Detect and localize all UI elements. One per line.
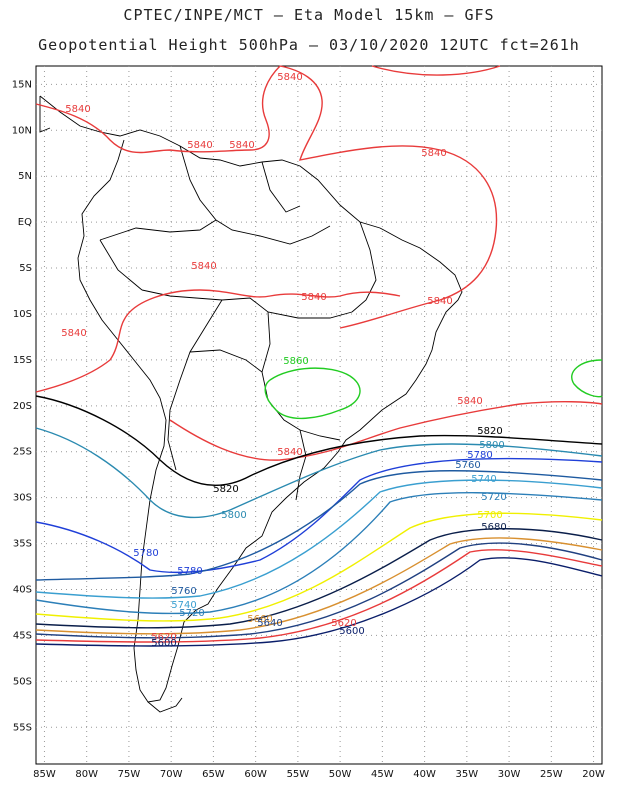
graticule — [36, 66, 602, 764]
contour-label-5840: 5840 — [229, 140, 254, 151]
contour-5800 — [35, 427, 603, 519]
contour-label-5600: 5600 — [151, 638, 176, 649]
chart-title-line1: CPTEC/INPE/MCT – Eta Model 15km – GFS — [123, 6, 495, 24]
lat-tick-label: 30S — [13, 493, 32, 504]
lon-tick-label: 20W — [582, 769, 605, 780]
lon-tick-label: 80W — [75, 769, 98, 780]
contour-label-5860: 5860 — [283, 356, 308, 367]
contour-5840 — [371, 65, 501, 76]
contour-label-5600: 5600 — [339, 626, 364, 637]
contour-label-5660: 5660 — [247, 614, 272, 625]
lat-tick-label: 25S — [13, 447, 32, 458]
contour-label-5640: 5640 — [257, 618, 282, 629]
lon-tick-label: 45W — [371, 769, 394, 780]
lat-tick-label: 10S — [13, 309, 32, 320]
lat-tick-label: 55S — [13, 722, 32, 733]
lon-tick-label: 65W — [202, 769, 225, 780]
contour-5700 — [35, 512, 603, 622]
contour-label-5740: 5740 — [171, 600, 196, 611]
contour-label-5840: 5840 — [301, 292, 326, 303]
lon-tick-label: 85W — [33, 769, 56, 780]
contour-5840 — [35, 289, 401, 393]
contour-label-5840: 5840 — [65, 104, 90, 115]
lat-tick-label: 35S — [13, 539, 32, 550]
lon-tick-label: 25W — [540, 769, 563, 780]
lon-tick-label: 40W — [413, 769, 436, 780]
contour-5720 — [35, 492, 603, 615]
contour-5860 — [571, 359, 603, 398]
contour-label-5800: 5800 — [221, 510, 246, 521]
lon-tick-label: 60W — [244, 769, 267, 780]
contour-label-5720: 5720 — [481, 492, 506, 503]
contour-label-5840: 5840 — [421, 148, 446, 159]
lon-tick-label: 70W — [160, 769, 183, 780]
contour-label-5840: 5840 — [277, 72, 302, 83]
contour-5860 — [264, 367, 361, 420]
lon-tick-label: 35W — [456, 769, 479, 780]
chart-title-line2: Geopotential Height 500hPa – 03/10/2020 … — [38, 36, 580, 54]
contour-5820 — [35, 395, 603, 487]
contour-label-5780: 5780 — [177, 566, 202, 577]
lat-tick-label: 15N — [12, 79, 32, 90]
contour-5600 — [35, 557, 603, 647]
lat-tick-label: 40S — [13, 585, 32, 596]
contour-5640 — [35, 542, 603, 639]
contour-5840 — [279, 65, 498, 329]
lat-tick-label: 10N — [12, 125, 32, 136]
lat-tick-label: 5S — [19, 263, 32, 274]
map-frame — [35, 65, 603, 765]
contour-label-5740: 5740 — [471, 474, 496, 485]
contour-label-5800: 5800 — [479, 440, 504, 451]
contour-label-5840: 5840 — [191, 261, 216, 272]
lat-tick-label: 50S — [13, 676, 32, 687]
lon-tick-label: 55W — [287, 769, 310, 780]
contour-label-5820: 5820 — [213, 484, 238, 495]
contour-5780 — [35, 457, 603, 574]
lat-tick-label: 20S — [13, 401, 32, 412]
lon-tick-label: 30W — [498, 769, 521, 780]
contour-5660 — [35, 537, 603, 635]
lat-tick-label: 5N — [18, 171, 32, 182]
contour-5840 — [169, 400, 603, 461]
lon-tick-label: 50W — [329, 769, 352, 780]
contour-label-5780: 5780 — [133, 548, 158, 559]
contour-labels: 5840 5840 5840 5840 5840 5840 5840 5840 5840 5840… — [61, 72, 506, 649]
contour-label-5840: 5840 — [277, 447, 302, 458]
contour-label-5840: 5840 — [61, 328, 86, 339]
contour-label-5680: 5680 — [481, 522, 506, 533]
contour-5840 — [35, 65, 281, 154]
contour-5760 — [35, 470, 603, 581]
contour-5680 — [35, 528, 603, 629]
contour-label-5760: 5760 — [171, 586, 196, 597]
contour-5620 — [35, 549, 603, 643]
contour-label-5840: 5840 — [457, 396, 482, 407]
contour-label-5620: 5620 — [151, 632, 176, 643]
contour-lines — [35, 65, 603, 647]
lat-tick-label: EQ — [18, 217, 32, 228]
contour-label-5720: 5720 — [179, 608, 204, 619]
coastlines — [39, 95, 463, 713]
contour-label-5840: 5840 — [427, 296, 452, 307]
lon-tick-label: 75W — [118, 769, 141, 780]
contour-label-5700: 5700 — [477, 510, 502, 521]
lat-tick-label: 15S — [13, 355, 32, 366]
contour-label-5820: 5820 — [477, 426, 502, 437]
contour-label-5760: 5760 — [455, 460, 480, 471]
contour-label-5840: 5840 — [187, 140, 212, 151]
lat-tick-label: 45S — [13, 630, 32, 641]
contour-5740 — [35, 479, 603, 599]
contour-label-5780: 5780 — [467, 450, 492, 461]
contour-label-5620: 5620 — [331, 618, 356, 629]
axis-ticks: 15N 10N 5N EQ 5S 10S 15S 20S 25S 30S 35S 40S 45S 50S 5… — [12, 79, 605, 780]
